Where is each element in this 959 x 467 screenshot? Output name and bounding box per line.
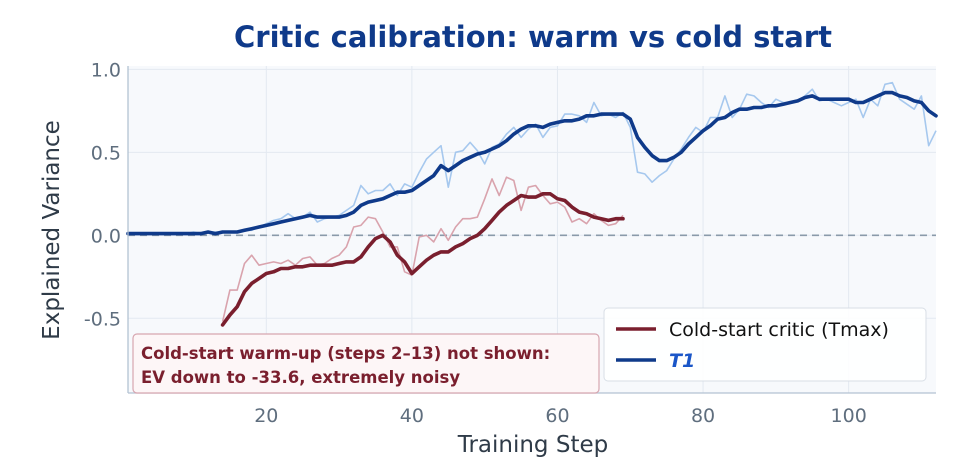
y-tick-label: 0.0 [91, 225, 121, 247]
x-tick-label: 100 [831, 405, 867, 427]
series-layer [126, 81, 938, 327]
y-axis-label: Explained Variance [39, 120, 65, 340]
x-axis-label: Training Step [457, 432, 608, 458]
x-tick-label: 40 [400, 405, 424, 427]
series-raw-line-cold-start [221, 176, 624, 322]
y-tick-label: 0.5 [91, 142, 121, 164]
tick-labels: 20 40 60 80 100 -0.5 0.0 0.5 1.0 [84, 59, 867, 427]
annotation-frame [132, 333, 600, 394]
chart-title: Critic calibration: warm vs cold start [234, 20, 832, 54]
series-smoothed-line-t1 [126, 90, 938, 236]
legend-label-cold-start: Cold-start critic (Tmax) [669, 319, 889, 341]
y-tick-label: 1.0 [91, 59, 121, 81]
annotation-line-1: Cold-start warm-up (steps 2–13) not show… [141, 344, 550, 363]
y-tick-label: -0.5 [84, 308, 121, 330]
annotation-box: Cold-start warm-up (steps 2–13) not show… [132, 333, 600, 394]
x-tick-label: 20 [254, 405, 278, 427]
legend-frame [603, 307, 927, 382]
annotation-line-2: EV down to -33.6, extremely noisy [141, 368, 460, 387]
x-tick-label: 80 [691, 405, 715, 427]
legend-label-t1: T1 [669, 350, 695, 372]
legend: Cold-start critic (Tmax) T1 [603, 307, 927, 382]
series-smoothed-line-cold-start [220, 192, 625, 327]
x-tick-label: 60 [545, 405, 569, 427]
